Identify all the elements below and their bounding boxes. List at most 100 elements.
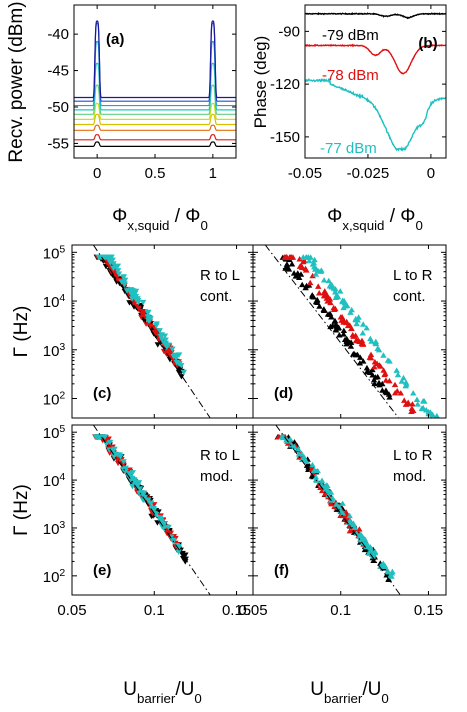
data-point (298, 450, 305, 457)
data-point (359, 341, 366, 347)
y-tick-label: 102 (43, 567, 66, 586)
fit-line (92, 245, 211, 418)
y-tick-label: -50 (47, 99, 69, 116)
phase-series-line (304, 43, 447, 75)
data-point (314, 296, 321, 303)
data-point (338, 317, 345, 323)
power-series-line (74, 113, 236, 126)
data-point (180, 369, 187, 376)
data-point (350, 521, 357, 527)
data-point (383, 572, 390, 578)
fit-line (275, 425, 401, 595)
data-point (147, 500, 155, 506)
data-point (316, 303, 323, 309)
x-tick-label: 0.15 (414, 602, 443, 619)
data-point (141, 494, 149, 501)
data-point (135, 299, 142, 306)
power-series-line (74, 40, 236, 107)
x-axis-label: Φx,squid / Φ0 (327, 206, 423, 233)
data-point (345, 519, 353, 525)
y-tick-label: -90 (278, 23, 300, 40)
x-tick-label: 0 (93, 165, 101, 182)
y-tick-base: 10 (43, 521, 60, 538)
data-point (139, 308, 146, 315)
panel-label: (e) (93, 562, 111, 579)
data-point (303, 462, 311, 468)
y-tick-exponent: 5 (59, 243, 65, 255)
axes-frame (252, 244, 447, 419)
data-point (320, 306, 328, 312)
x-axis-label-subscript: x,squid (127, 218, 169, 233)
data-point (333, 501, 340, 507)
data-points (92, 425, 211, 595)
x-axis-label-symbol: U (310, 679, 324, 700)
data-point (429, 415, 433, 418)
data-point (130, 477, 138, 483)
data-point (311, 467, 318, 473)
data-point (178, 374, 185, 380)
x-axis-label-symbol: Φ (327, 206, 342, 227)
y-tick-label: 105 (43, 243, 66, 262)
data-point (112, 272, 119, 279)
data-point (368, 338, 375, 344)
data-point (285, 266, 293, 272)
data-point (114, 277, 122, 284)
panel-label: (b) (418, 35, 437, 52)
panel-annotation: mod. (393, 468, 426, 485)
x-axis-label-text: / Φ (169, 206, 200, 227)
data-point (153, 321, 160, 327)
data-point (350, 350, 358, 357)
data-point (300, 254, 307, 260)
data-point (332, 289, 339, 295)
data-point (375, 379, 383, 386)
y-tick-exponent: 2 (59, 567, 65, 579)
data-point (344, 322, 352, 329)
power-series-line (74, 102, 236, 120)
data-point (92, 434, 100, 440)
data-point (128, 292, 135, 298)
data-point (146, 315, 153, 321)
data-point (386, 358, 393, 364)
series-label: -77 dBm (320, 140, 377, 157)
data-point (309, 461, 316, 468)
data-point (103, 441, 110, 447)
data-point (96, 434, 104, 440)
data-point (328, 314, 335, 320)
data-point (389, 568, 396, 575)
x-tick-label: 0.15 (222, 602, 251, 619)
data-point (348, 325, 355, 332)
data-point (163, 342, 170, 348)
power-series-line (74, 62, 236, 111)
data-point (340, 304, 347, 311)
data-point (159, 524, 167, 531)
x-axis-label: Φx,squid / Φ0 (112, 206, 208, 233)
data-point (303, 458, 310, 465)
data-point (114, 268, 122, 274)
data-point (380, 352, 387, 358)
data-point (95, 254, 103, 261)
series-label: -79 dBm (322, 27, 379, 44)
x-tick-label: 0.5 (145, 165, 166, 182)
x-axis-label-text: /U (362, 679, 381, 700)
data-point (359, 321, 367, 327)
data-point (375, 346, 383, 353)
data-point (283, 254, 290, 260)
data-point (306, 257, 313, 264)
data-point (329, 495, 336, 501)
series-label: -78 dBm (322, 67, 379, 84)
y-tick-base: 10 (43, 473, 60, 490)
data-point (302, 284, 309, 291)
data-point (405, 400, 412, 407)
data-point (306, 279, 314, 286)
data-point (355, 314, 362, 320)
x-axis-label-subscript: 0 (194, 691, 201, 706)
data-point (410, 390, 417, 396)
data-point (382, 377, 390, 383)
x-axis-label-subscript: 0 (415, 218, 422, 233)
power-series-line (74, 141, 236, 147)
data-point (321, 288, 328, 294)
x-tick-label: 0.1 (330, 602, 351, 619)
data-point (122, 467, 129, 473)
data-point (167, 530, 175, 537)
y-axis-label-symbol: Γ (11, 525, 32, 535)
